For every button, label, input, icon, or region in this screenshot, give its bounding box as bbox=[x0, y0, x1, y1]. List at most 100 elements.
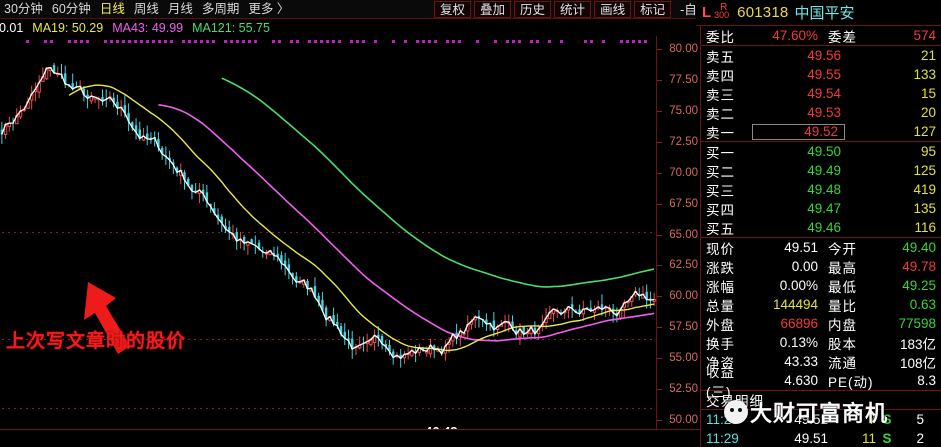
order-book-row[interactable]: 卖二 49.53 20 bbox=[701, 103, 941, 122]
ma121-legend: MA121: 55.75 bbox=[192, 21, 270, 35]
ticker-time: 11:29 bbox=[706, 412, 739, 427]
price-axis-tick: 70.00 bbox=[669, 166, 698, 179]
trade-ticker-list: 11:29 49.51 7 S 5 11:29 49.51 11 S 2 bbox=[701, 410, 941, 447]
quote-stat-row: 换手 0.13% 股本 183亿 bbox=[701, 333, 941, 352]
button-lishi[interactable]: 历史 bbox=[514, 1, 552, 18]
price-axis-tick: 60.00 bbox=[669, 290, 698, 303]
order-book-row[interactable]: 买一 49.50 95 bbox=[701, 142, 941, 161]
stat-value: 49.51 bbox=[784, 240, 818, 255]
stat-label: 总量 bbox=[706, 298, 735, 314]
order-volume: 21 bbox=[920, 48, 936, 63]
button-fuquan[interactable]: 复权 bbox=[434, 1, 472, 18]
order-price: 49.53 bbox=[807, 105, 841, 120]
order-price: 49.54 bbox=[807, 86, 841, 101]
price-axis-tick: 52.50 bbox=[669, 383, 698, 396]
ticker-time: 11:29 bbox=[706, 431, 739, 446]
stat-label: 股本 bbox=[828, 336, 857, 352]
quote-stat-row: 收益(三) 4.630 PE(动) 8.3 bbox=[701, 365, 941, 400]
sell-orders-section: 卖五 49.56 21 卖四 49.55 133 卖三 49.54 15 卖二 49.53 20 卖一 4… bbox=[701, 46, 941, 142]
order-volume: 419 bbox=[913, 182, 936, 197]
quote-stat-row: 净资 43.33 流通 108亿 bbox=[701, 352, 941, 371]
period-weekly[interactable]: 周线 bbox=[133, 1, 159, 16]
order-volume: 127 bbox=[913, 124, 936, 139]
order-book-row[interactable]: 卖三 49.54 15 bbox=[701, 84, 941, 103]
ticker-side: S bbox=[882, 412, 892, 427]
period-selector: 30分钟 60分钟 日线 周线 月线 多周期 更多 〉 bbox=[0, 0, 289, 19]
stat-label: 涨幅 bbox=[706, 279, 735, 295]
stat-value: 8.3 bbox=[917, 373, 936, 388]
order-volume: 135 bbox=[913, 201, 936, 216]
stat-value: 183亿 bbox=[899, 336, 936, 352]
stat-label: 换手 bbox=[706, 336, 735, 352]
order-ratio-value: 47.60% bbox=[772, 28, 818, 43]
order-price: 49.47 bbox=[807, 201, 841, 216]
ticker-price: 49.51 bbox=[794, 412, 828, 427]
order-price: 49.48 bbox=[807, 182, 841, 197]
stat-value: 49.40 bbox=[902, 240, 936, 255]
ma121-label: MA121: bbox=[192, 21, 236, 35]
buy-orders-section: 买一 49.50 95 买二 49.49 125 买三 49.48 419 买四 49.47 135 买… bbox=[701, 142, 941, 238]
order-level-label: 买三 bbox=[706, 183, 735, 199]
period-60min[interactable]: 60分钟 bbox=[51, 1, 91, 16]
stat-label: 内盘 bbox=[828, 317, 857, 333]
stat-label: 今开 bbox=[828, 241, 857, 257]
order-book-row[interactable]: 卖五 49.56 21 bbox=[701, 46, 941, 65]
ma19-value: 50.29 bbox=[71, 21, 104, 35]
stat-label: 最高 bbox=[828, 260, 857, 276]
price-axis-dash bbox=[657, 110, 662, 112]
price-axis-tick: 65.00 bbox=[669, 228, 698, 241]
order-book-row[interactable]: 买二 49.49 125 bbox=[701, 161, 941, 180]
quote-stat-row: 涨幅 0.00% 最低 49.25 bbox=[701, 276, 941, 295]
order-price: 49.49 bbox=[807, 163, 841, 178]
order-book-row[interactable]: 买三 49.48 419 bbox=[701, 180, 941, 199]
order-level-label: 卖一 bbox=[706, 125, 735, 141]
candlestick-chart[interactable] bbox=[0, 36, 656, 447]
index-badge-icon: R 300 bbox=[714, 2, 734, 22]
order-level-label: 买五 bbox=[706, 221, 735, 237]
stat-label: 净资 bbox=[706, 355, 735, 371]
price-axis-tick: 62.50 bbox=[669, 259, 698, 272]
button-tongji[interactable]: 统计 bbox=[554, 1, 592, 18]
stat-value: 108亿 bbox=[899, 355, 936, 371]
order-level-label: 买一 bbox=[706, 145, 735, 161]
price-axis-tick: 77.50 bbox=[669, 73, 698, 86]
order-volume: 125 bbox=[913, 163, 936, 178]
stat-value: 66896 bbox=[780, 316, 818, 331]
stock-code: 601318 bbox=[737, 4, 789, 21]
chart-canvas bbox=[0, 40, 656, 409]
button-huaxian[interactable]: 画线 bbox=[594, 1, 632, 18]
stat-value: 77598 bbox=[898, 316, 936, 331]
order-level-label: 买四 bbox=[706, 202, 735, 218]
order-ratio-row: 委比 47.60% 委差 574 bbox=[701, 26, 941, 45]
button-diejia[interactable]: 叠加 bbox=[474, 1, 512, 18]
chart-annotation-text: 上次写文章时的股价 bbox=[6, 331, 187, 352]
price-axis-tick: 57.50 bbox=[669, 321, 698, 334]
order-price: 49.46 bbox=[807, 220, 841, 235]
period-more[interactable]: 更多 〉 bbox=[248, 1, 290, 16]
selected-price-box: 49.52 bbox=[752, 123, 845, 140]
period-multi[interactable]: 多周期 bbox=[201, 1, 240, 16]
period-30min[interactable]: 30分钟 bbox=[4, 1, 43, 16]
period-daily[interactable]: 日线 bbox=[99, 1, 125, 16]
price-axis: 80.00 77.50 75.00 72.50 70.00 67.50 65.00 62.50… bbox=[656, 36, 700, 429]
order-ratio-label: 委比 bbox=[706, 29, 735, 45]
price-axis-dash bbox=[657, 358, 662, 360]
price-axis-dash bbox=[657, 234, 662, 236]
stat-value: 49.25 bbox=[902, 278, 936, 293]
stat-value: 144494 bbox=[772, 297, 818, 312]
ma-legend-price: 50.01 bbox=[0, 21, 24, 35]
order-book-row[interactable]: 买四 49.47 135 bbox=[701, 199, 941, 218]
stat-label: 最低 bbox=[828, 279, 857, 295]
stat-value: 0.00 bbox=[791, 259, 818, 274]
quote-stat-row: 外盘 66896 内盘 77598 bbox=[701, 314, 941, 333]
order-book-row[interactable]: 卖一 49.52 127 bbox=[701, 122, 941, 141]
ticker-price: 49.51 bbox=[794, 431, 828, 446]
period-monthly[interactable]: 月线 bbox=[167, 1, 193, 16]
button-biaoji[interactable]: 标记 bbox=[634, 1, 672, 18]
ticker-count: 5 bbox=[916, 412, 924, 427]
order-book-row[interactable]: 买五 49.46 116 bbox=[701, 218, 941, 237]
order-book-row[interactable]: 卖四 49.55 133 bbox=[701, 65, 941, 84]
price-axis-dash bbox=[657, 79, 662, 81]
ma-legend: 50.01 MA19: 50.29 MA43: 49.99 MA121: 55.… bbox=[0, 20, 660, 36]
